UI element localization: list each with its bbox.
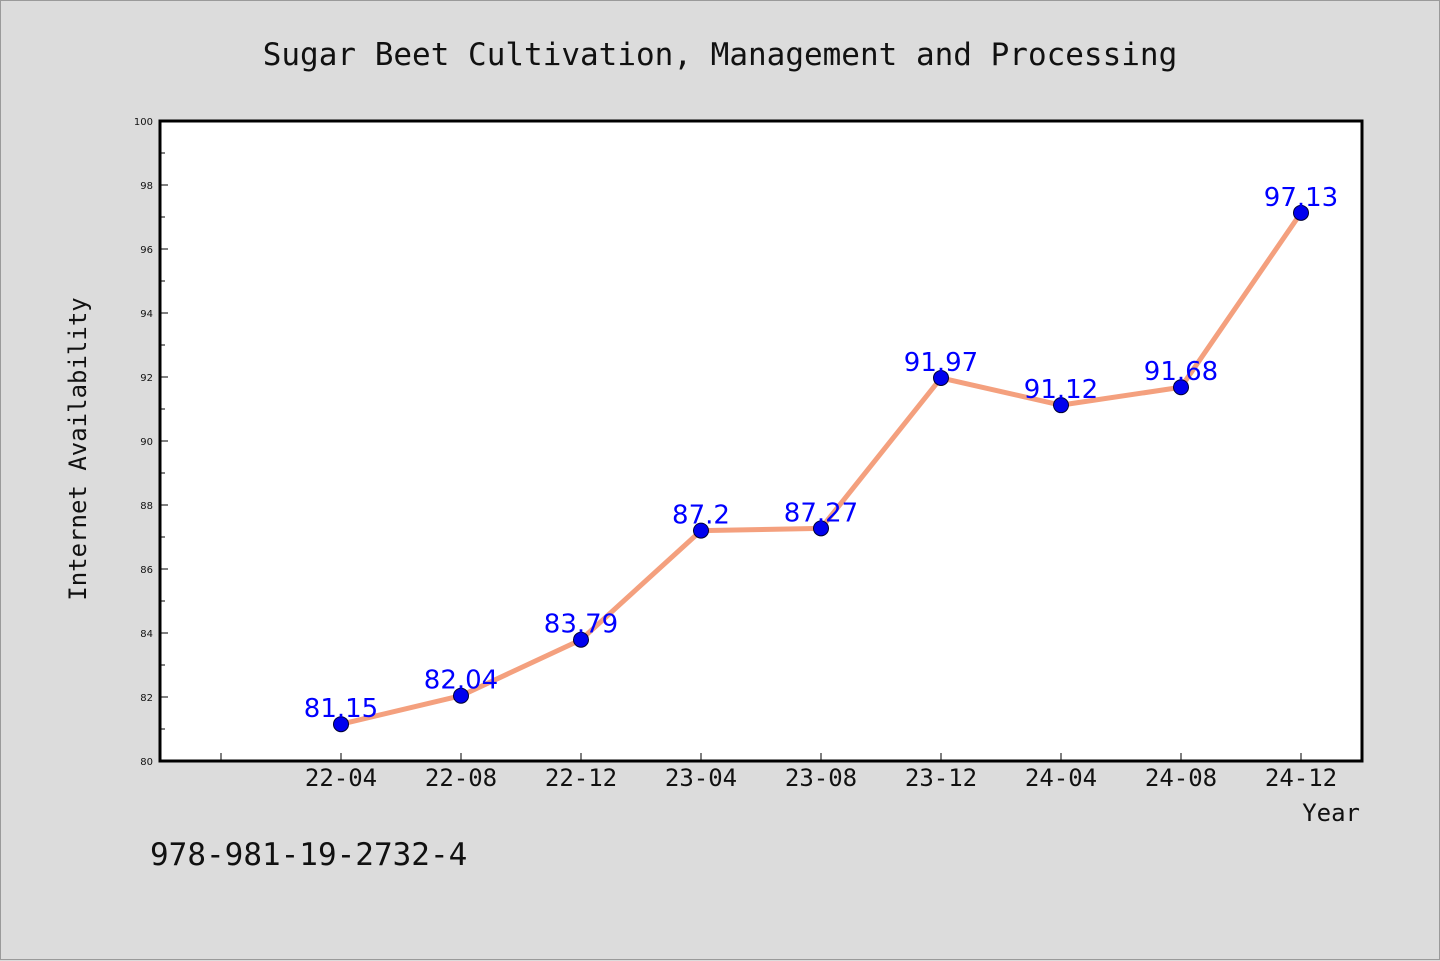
y-tick-label: 82 xyxy=(140,693,153,704)
x-tick-label: 22-12 xyxy=(545,764,617,792)
plot-area xyxy=(158,119,1364,763)
x-tick-label: 23-04 xyxy=(665,764,737,792)
y-tick-label: 100 xyxy=(134,117,153,128)
data-label: 83.79 xyxy=(544,610,618,640)
isbn-text: 978-981-19-2732-4 xyxy=(150,837,467,873)
x-tick-label: 22-04 xyxy=(305,764,377,792)
data-point xyxy=(693,522,709,539)
y-tick-label: 92 xyxy=(140,373,153,384)
data-label: 97.13 xyxy=(1264,183,1338,213)
x-tick-label: 24-12 xyxy=(1265,764,1337,792)
y-tick-label: 94 xyxy=(140,309,153,320)
data-point xyxy=(453,687,469,704)
y-tick-label: 96 xyxy=(140,245,153,256)
x-tick-label: 22-08 xyxy=(425,764,497,792)
x-tick-label: 24-08 xyxy=(1145,764,1217,792)
x-tick-label: 23-12 xyxy=(905,764,977,792)
x-tick-label: 23-08 xyxy=(785,764,857,792)
data-label: 91.97 xyxy=(904,348,978,378)
y-axis: 80 82 84 86 88 90 92 94 96 98 100 xyxy=(134,117,168,768)
data-point xyxy=(1053,397,1069,414)
data-label: 87.27 xyxy=(784,498,858,528)
y-tick-label: 86 xyxy=(140,565,153,576)
y-tick-label: 80 xyxy=(140,757,153,768)
x-axis: 22-04 22-08 22-12 23-04 23-08 23-12 24-04 24-08… xyxy=(220,753,1337,792)
y-axis-label: Internet Availability xyxy=(64,297,92,600)
data-label: 81.15 xyxy=(304,694,378,724)
x-axis-label: Year xyxy=(1302,799,1360,827)
data-point xyxy=(813,520,829,537)
data-label: 91.12 xyxy=(1024,375,1098,405)
chart-title: Sugar Beet Cultivation, Management and P… xyxy=(263,37,1178,73)
data-point xyxy=(1173,379,1189,396)
y-tick-label: 84 xyxy=(140,629,153,640)
y-tick-label: 98 xyxy=(140,181,153,192)
x-tick-label: 24-04 xyxy=(1025,764,1097,792)
data-label: 87.2 xyxy=(672,501,730,531)
data-point xyxy=(933,369,949,386)
data-point xyxy=(333,716,349,733)
data-point xyxy=(573,631,589,648)
data-label: 91.68 xyxy=(1144,357,1218,387)
data-label: 82.04 xyxy=(424,666,498,696)
y-tick-label: 90 xyxy=(140,437,153,448)
data-point xyxy=(1293,204,1309,221)
y-tick-label: 88 xyxy=(140,501,153,512)
series-layer: 81.15 82.04 83.79 87.2 87.27 91.97 91.12 91.68 9… xyxy=(304,183,1338,733)
